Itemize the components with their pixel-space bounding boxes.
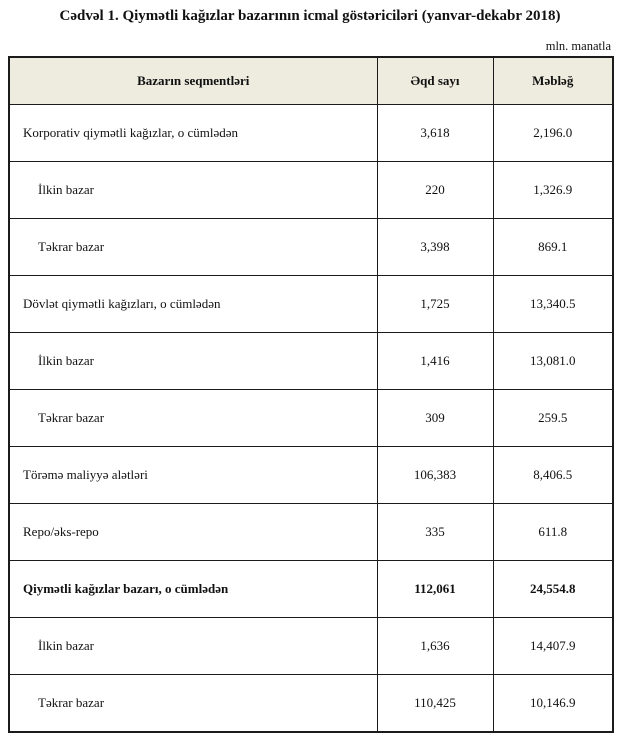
amount-cell: 24,554.8: [492, 560, 614, 618]
deal-count-cell: 1,416: [376, 332, 494, 390]
segment-cell: Törəmə maliyyə alətləri: [8, 446, 378, 504]
amount-cell: 259.5: [492, 389, 614, 447]
segment-cell: İlkin bazar: [8, 161, 378, 219]
amount-cell: 1,326.9: [492, 161, 614, 219]
column-header-amount: Məbləğ: [492, 56, 614, 105]
table-row: İlkin bazar 1,416 13,081.0: [8, 332, 614, 390]
deal-count-cell: 3,618: [376, 104, 494, 162]
segment-cell: İlkin bazar: [8, 617, 378, 675]
table-row: Təkrar bazar 110,425 10,146.9: [8, 674, 614, 733]
amount-cell: 8,406.5: [492, 446, 614, 504]
table-row: Törəmə maliyyə alətləri 106,383 8,406.5: [8, 446, 614, 504]
page-title: Cədvəl 1. Qiymətli kağızlar bazarının ic…: [59, 8, 561, 24]
deal-count-cell: 3,398: [376, 218, 494, 276]
table-row: Təkrar bazar 3,398 869.1: [8, 218, 614, 276]
amount-cell: 13,081.0: [492, 332, 614, 390]
table-row: Korporativ qiymətli kağızlar, o cümlədən…: [8, 104, 614, 162]
column-header-deal-count: Əqd sayı: [376, 56, 494, 105]
amount-cell: 611.8: [492, 503, 614, 561]
segment-cell: Qiymətli kağızlar bazarı, o cümlədən: [8, 560, 378, 618]
deal-count-cell: 335: [376, 503, 494, 561]
column-header-segments: Bazarın seqmentləri: [8, 56, 378, 105]
deal-count-cell: 1,636: [376, 617, 494, 675]
table-row: Təkrar bazar 309 259.5: [8, 389, 614, 447]
table-body: Korporativ qiymətli kağızlar, o cümlədən…: [8, 104, 614, 733]
segment-cell: Təkrar bazar: [8, 674, 378, 733]
amount-cell: 2,196.0: [492, 104, 614, 162]
segment-cell: Repo/əks-repo: [8, 503, 378, 561]
table-row: Repo/əks-repo 335 611.8: [8, 503, 614, 561]
amount-cell: 13,340.5: [492, 275, 614, 333]
deal-count-cell: 220: [376, 161, 494, 219]
amount-cell: 14,407.9: [492, 617, 614, 675]
summary-table: Bazarın seqmentləri Əqd sayı Məbləğ Korp…: [8, 56, 614, 733]
table-row: İlkin bazar 1,636 14,407.9: [8, 617, 614, 675]
deal-count-cell: 309: [376, 389, 494, 447]
segment-cell: İlkin bazar: [8, 332, 378, 390]
segment-cell: Korporativ qiymətli kağızlar, o cümlədən: [8, 104, 378, 162]
segment-cell: Təkrar bazar: [8, 389, 378, 447]
deal-count-cell: 110,425: [376, 674, 494, 733]
amount-cell: 869.1: [492, 218, 614, 276]
deal-count-cell: 1,725: [376, 275, 494, 333]
table-header-row: Bazarın seqmentləri Əqd sayı Məbləğ: [8, 56, 614, 105]
segment-cell: Təkrar bazar: [8, 218, 378, 276]
unit-label: mln. manatla: [545, 39, 611, 53]
amount-cell: 10,146.9: [492, 674, 614, 733]
deal-count-cell: 112,061: [376, 560, 494, 618]
deal-count-cell: 106,383: [376, 446, 494, 504]
table-row: Dövlət qiymətli kağızları, o cümlədən 1,…: [8, 275, 614, 333]
table-row: İlkin bazar 220 1,326.9: [8, 161, 614, 219]
segment-cell: Dövlət qiymətli kağızları, o cümlədən: [8, 275, 378, 333]
table-row: Qiymətli kağızlar bazarı, o cümlədən 112…: [8, 560, 614, 618]
